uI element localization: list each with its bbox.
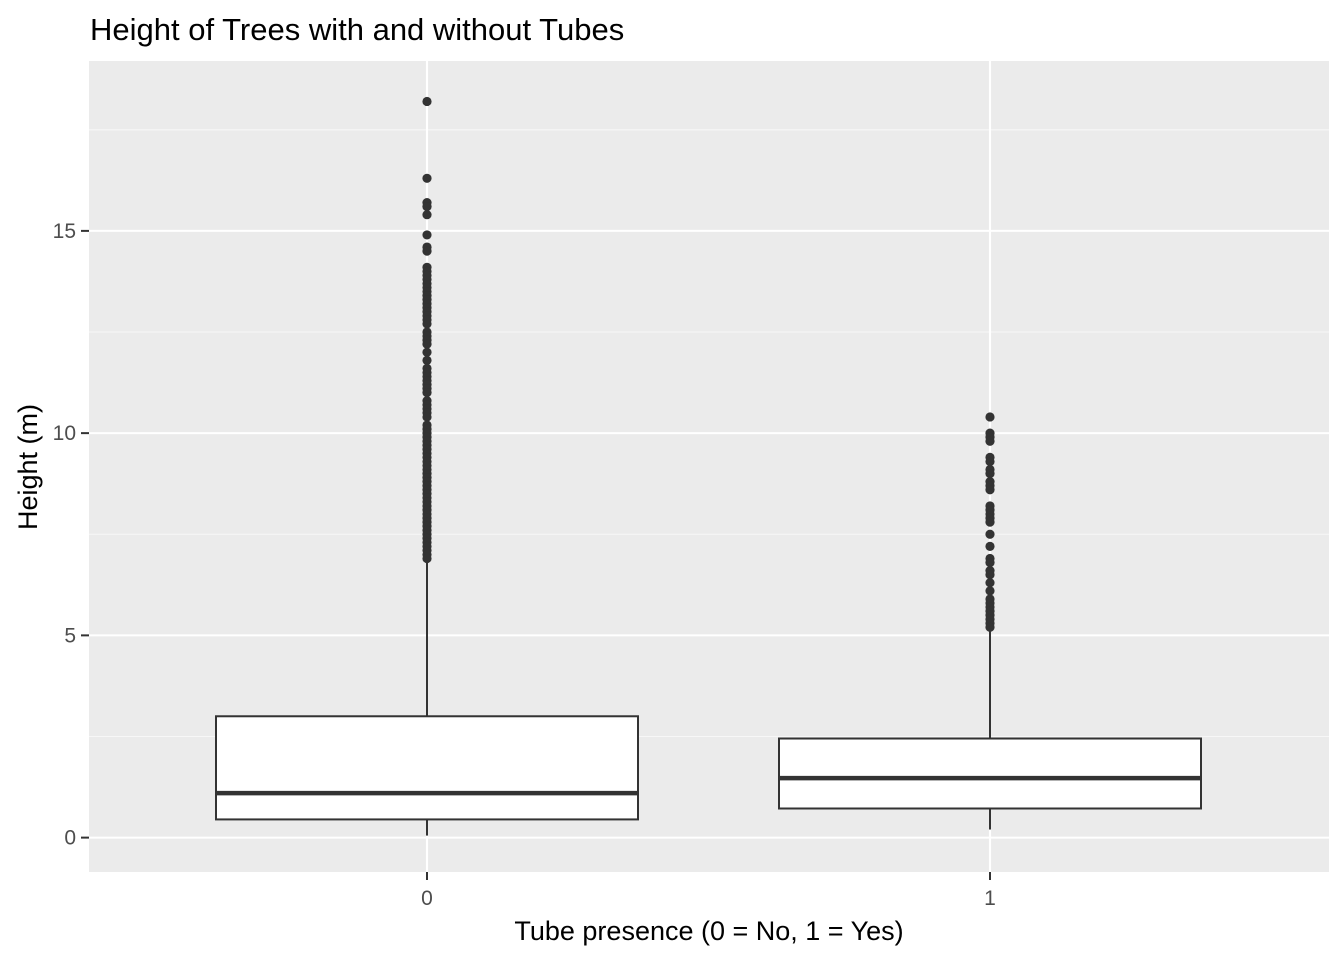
outlier-point <box>422 412 432 422</box>
outlier-point <box>422 230 432 240</box>
outlier-point <box>985 517 995 527</box>
outlier-point <box>422 347 432 357</box>
outlier-point <box>985 436 995 446</box>
box-iqr <box>778 737 1202 810</box>
outlier-point <box>422 202 432 212</box>
y-tick-label: 0 <box>64 827 76 850</box>
outlier-point <box>422 246 432 256</box>
outlier-point <box>985 468 995 479</box>
outlier-point <box>422 553 432 564</box>
outlier-point <box>422 210 432 220</box>
boxes-layer <box>215 96 1202 836</box>
outlier-point <box>985 412 995 422</box>
outlier-point <box>422 319 432 329</box>
x-tick-label: 0 <box>421 887 433 910</box>
outlier-point <box>422 355 432 365</box>
outlier-point <box>985 570 995 580</box>
box-group <box>778 412 1202 830</box>
y-tick-label: 5 <box>64 624 76 647</box>
outlier-point <box>985 578 995 588</box>
y-tick-label: 10 <box>53 422 76 445</box>
outlier-point <box>422 96 432 107</box>
outlier-point <box>422 339 432 349</box>
outlier-point <box>422 173 432 183</box>
outlier-point <box>985 622 995 632</box>
box-iqr <box>215 715 639 821</box>
outlier-point <box>985 557 995 568</box>
outlier-point <box>985 456 995 467</box>
x-tick-label: 1 <box>984 887 996 910</box>
outlier-point <box>422 388 432 398</box>
y-tick-label: 15 <box>53 220 76 243</box>
y-axis-title: Height (m) <box>13 404 43 530</box>
outlier-point <box>985 529 995 539</box>
outlier-point <box>985 541 995 551</box>
outlier-point <box>985 586 995 596</box>
chart-title: Height of Trees with and without Tubes <box>90 12 624 47</box>
outlier-point <box>985 485 995 495</box>
y-axis: 0 5 10 15 <box>53 220 89 850</box>
box-group <box>215 96 639 836</box>
x-axis-title: Tube presence (0 = No, 1 = Yes) <box>514 916 903 946</box>
